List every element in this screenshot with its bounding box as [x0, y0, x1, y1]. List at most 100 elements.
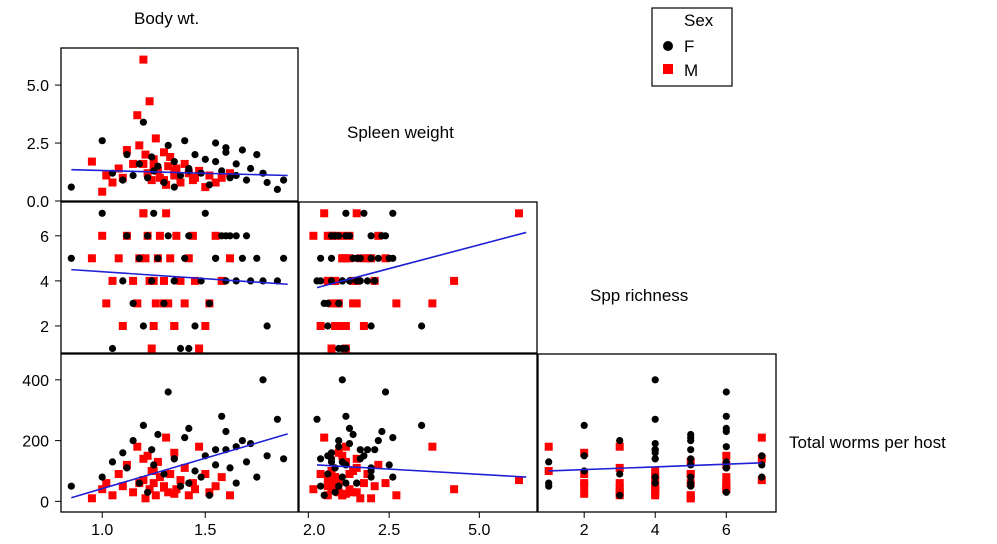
point-f — [98, 209, 106, 217]
point-f — [345, 440, 354, 448]
point-m — [98, 187, 107, 196]
point-m — [164, 488, 173, 497]
point-m — [392, 299, 401, 308]
point-m — [102, 479, 111, 488]
point-m — [615, 442, 624, 451]
point-m — [180, 159, 189, 168]
point-f — [242, 176, 251, 184]
point-f — [367, 232, 375, 240]
point-m — [114, 254, 123, 263]
point-f — [123, 232, 131, 240]
point-m — [141, 494, 150, 503]
point-m — [363, 254, 372, 263]
point-f — [160, 178, 168, 187]
point-f — [651, 473, 659, 481]
point-f — [164, 388, 172, 396]
y-tick-label: 4 — [40, 274, 49, 291]
point-m — [143, 451, 152, 460]
point-m — [172, 231, 181, 240]
x-tick-label: 4 — [651, 522, 660, 539]
panel-frame — [537, 353, 777, 513]
y-tick-label: 200 — [22, 434, 49, 451]
point-f — [651, 455, 659, 463]
point-m — [170, 489, 179, 498]
point-f — [313, 415, 321, 423]
point-m — [133, 111, 142, 120]
point-f — [418, 421, 426, 429]
point-f — [139, 322, 147, 330]
point-m — [544, 442, 553, 451]
point-f — [367, 467, 375, 475]
point-m — [102, 171, 111, 180]
point-m — [651, 485, 660, 494]
point-m — [139, 209, 148, 218]
point-f — [616, 491, 624, 499]
fit-line — [71, 433, 288, 499]
point-m — [363, 470, 372, 478]
point-f — [385, 461, 393, 469]
point-m — [349, 467, 358, 475]
point-f — [150, 209, 158, 217]
point-f — [148, 153, 156, 161]
point-m — [147, 176, 156, 185]
fit-line — [316, 464, 527, 478]
point-f — [317, 254, 325, 262]
point-m — [356, 494, 365, 503]
point-m — [98, 231, 107, 240]
point-f — [242, 458, 251, 466]
point-f — [119, 449, 127, 457]
point-f — [212, 158, 220, 166]
point-f — [119, 176, 127, 184]
point-m — [323, 231, 332, 240]
point-f — [389, 209, 397, 217]
point-m — [170, 322, 179, 330]
point-f — [67, 254, 75, 262]
point-m — [334, 322, 343, 330]
point-f — [148, 446, 156, 454]
point-f — [160, 470, 168, 478]
point-m — [176, 276, 185, 285]
point-f — [345, 424, 354, 432]
point-m — [151, 491, 160, 500]
point-m — [102, 299, 111, 308]
point-m — [217, 276, 226, 285]
point-f — [651, 440, 659, 448]
point-m — [118, 322, 127, 330]
point-f — [374, 437, 382, 445]
point-f — [263, 452, 271, 460]
point-f — [335, 443, 343, 451]
point-f — [232, 479, 240, 487]
point-m — [374, 231, 383, 240]
point-f — [67, 482, 75, 490]
point-f — [335, 482, 343, 490]
point-m — [309, 231, 318, 240]
point-f — [342, 479, 350, 487]
point-f — [154, 162, 162, 170]
point-m — [320, 209, 329, 218]
point-m — [188, 231, 197, 240]
point-m — [149, 162, 158, 171]
point-m — [428, 299, 437, 308]
point-f — [342, 412, 350, 420]
point-f — [222, 277, 230, 285]
point-f — [374, 254, 382, 262]
point-m — [367, 494, 376, 503]
point-m — [164, 162, 173, 171]
point-f — [222, 232, 230, 240]
point-m — [381, 254, 390, 263]
point-f — [253, 473, 261, 481]
point-m — [172, 485, 181, 494]
point-m — [331, 473, 340, 482]
point-m — [149, 467, 158, 475]
point-m — [170, 171, 179, 180]
point-f — [205, 299, 213, 307]
point-f — [367, 254, 375, 262]
x-tick-label: 2.5 — [378, 522, 400, 539]
panel-spp-worms — [537, 353, 777, 513]
point-f — [259, 376, 267, 384]
point-f — [378, 232, 386, 240]
point-f — [687, 479, 695, 487]
point-m — [201, 470, 210, 478]
point-f — [335, 437, 343, 445]
point-f — [164, 141, 172, 149]
